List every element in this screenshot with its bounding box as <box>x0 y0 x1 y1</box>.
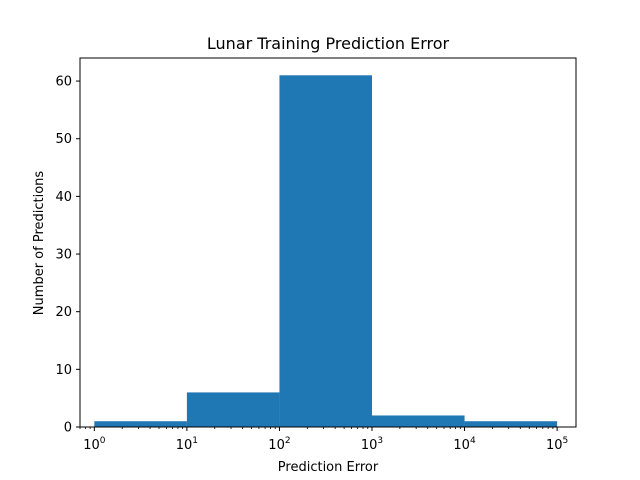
histogram-bar-1 <box>94 421 187 427</box>
y-tick-label-2: 20 <box>55 305 72 320</box>
chart-title: Lunar Training Prediction Error <box>207 34 450 53</box>
x-tick-label-4: 104 <box>453 436 476 453</box>
x-tick-label-2: 102 <box>268 436 290 453</box>
histogram-bar-4 <box>371 415 465 427</box>
y-tick-label-4: 40 <box>55 190 72 205</box>
y-tick-label-0: 0 <box>64 421 72 436</box>
histogram-bar-2 <box>186 392 280 427</box>
histogram-bar-3 <box>279 75 372 427</box>
x-axis-label: Prediction Error <box>278 460 379 475</box>
x-tick-label-0: 100 <box>83 436 106 453</box>
y-tick-label-6: 60 <box>55 75 72 90</box>
y-axis: 0 10 20 30 40 50 60 <box>55 75 80 436</box>
y-tick-label-1: 10 <box>55 363 72 378</box>
x-tick-label-5: 105 <box>546 436 568 453</box>
y-axis-label: Number of Predictions <box>32 171 47 316</box>
y-tick-label-3: 30 <box>55 248 72 263</box>
x-tick-label-3: 103 <box>361 436 383 453</box>
x-axis: 100 101 102 103 104 105 <box>83 427 568 453</box>
bars-group <box>94 75 558 427</box>
plot-frame <box>79 57 577 428</box>
x-tick-label-1: 101 <box>176 436 198 453</box>
histogram-bar-5 <box>464 421 558 427</box>
y-tick-label-5: 50 <box>55 132 72 147</box>
